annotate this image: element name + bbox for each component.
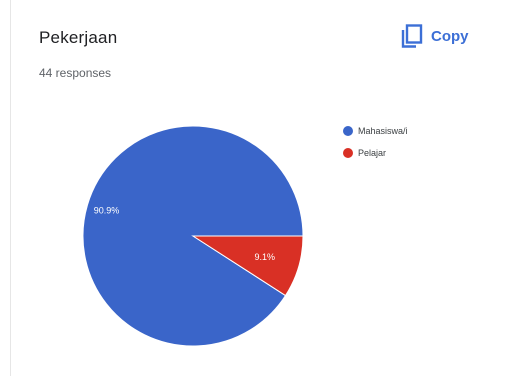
- legend-swatch: [343, 148, 353, 158]
- slice-value-label: 90.9%: [94, 206, 120, 216]
- slice-value-label: 9.1%: [255, 252, 276, 262]
- pie-chart: 90.9% 9.1% Mahasiswa/i Pelajar: [82, 125, 408, 347]
- response-count: 44 responses: [39, 66, 112, 80]
- copy-button-label: Copy: [431, 27, 469, 45]
- legend-label[interactable]: Pelajar: [358, 148, 386, 158]
- chart-title: Pekerjaan: [39, 28, 118, 47]
- copy-button[interactable]: Copy: [401, 24, 469, 48]
- chart-card: Pekerjaan 44 responses Copy 90.9% 9.1% Mah…: [10, 0, 507, 376]
- pie-slice-pelajar[interactable]: [191, 235, 304, 297]
- legend-swatch: [343, 126, 353, 136]
- legend-label[interactable]: Mahasiswa/i: [358, 126, 408, 136]
- copy-icon: [401, 24, 423, 48]
